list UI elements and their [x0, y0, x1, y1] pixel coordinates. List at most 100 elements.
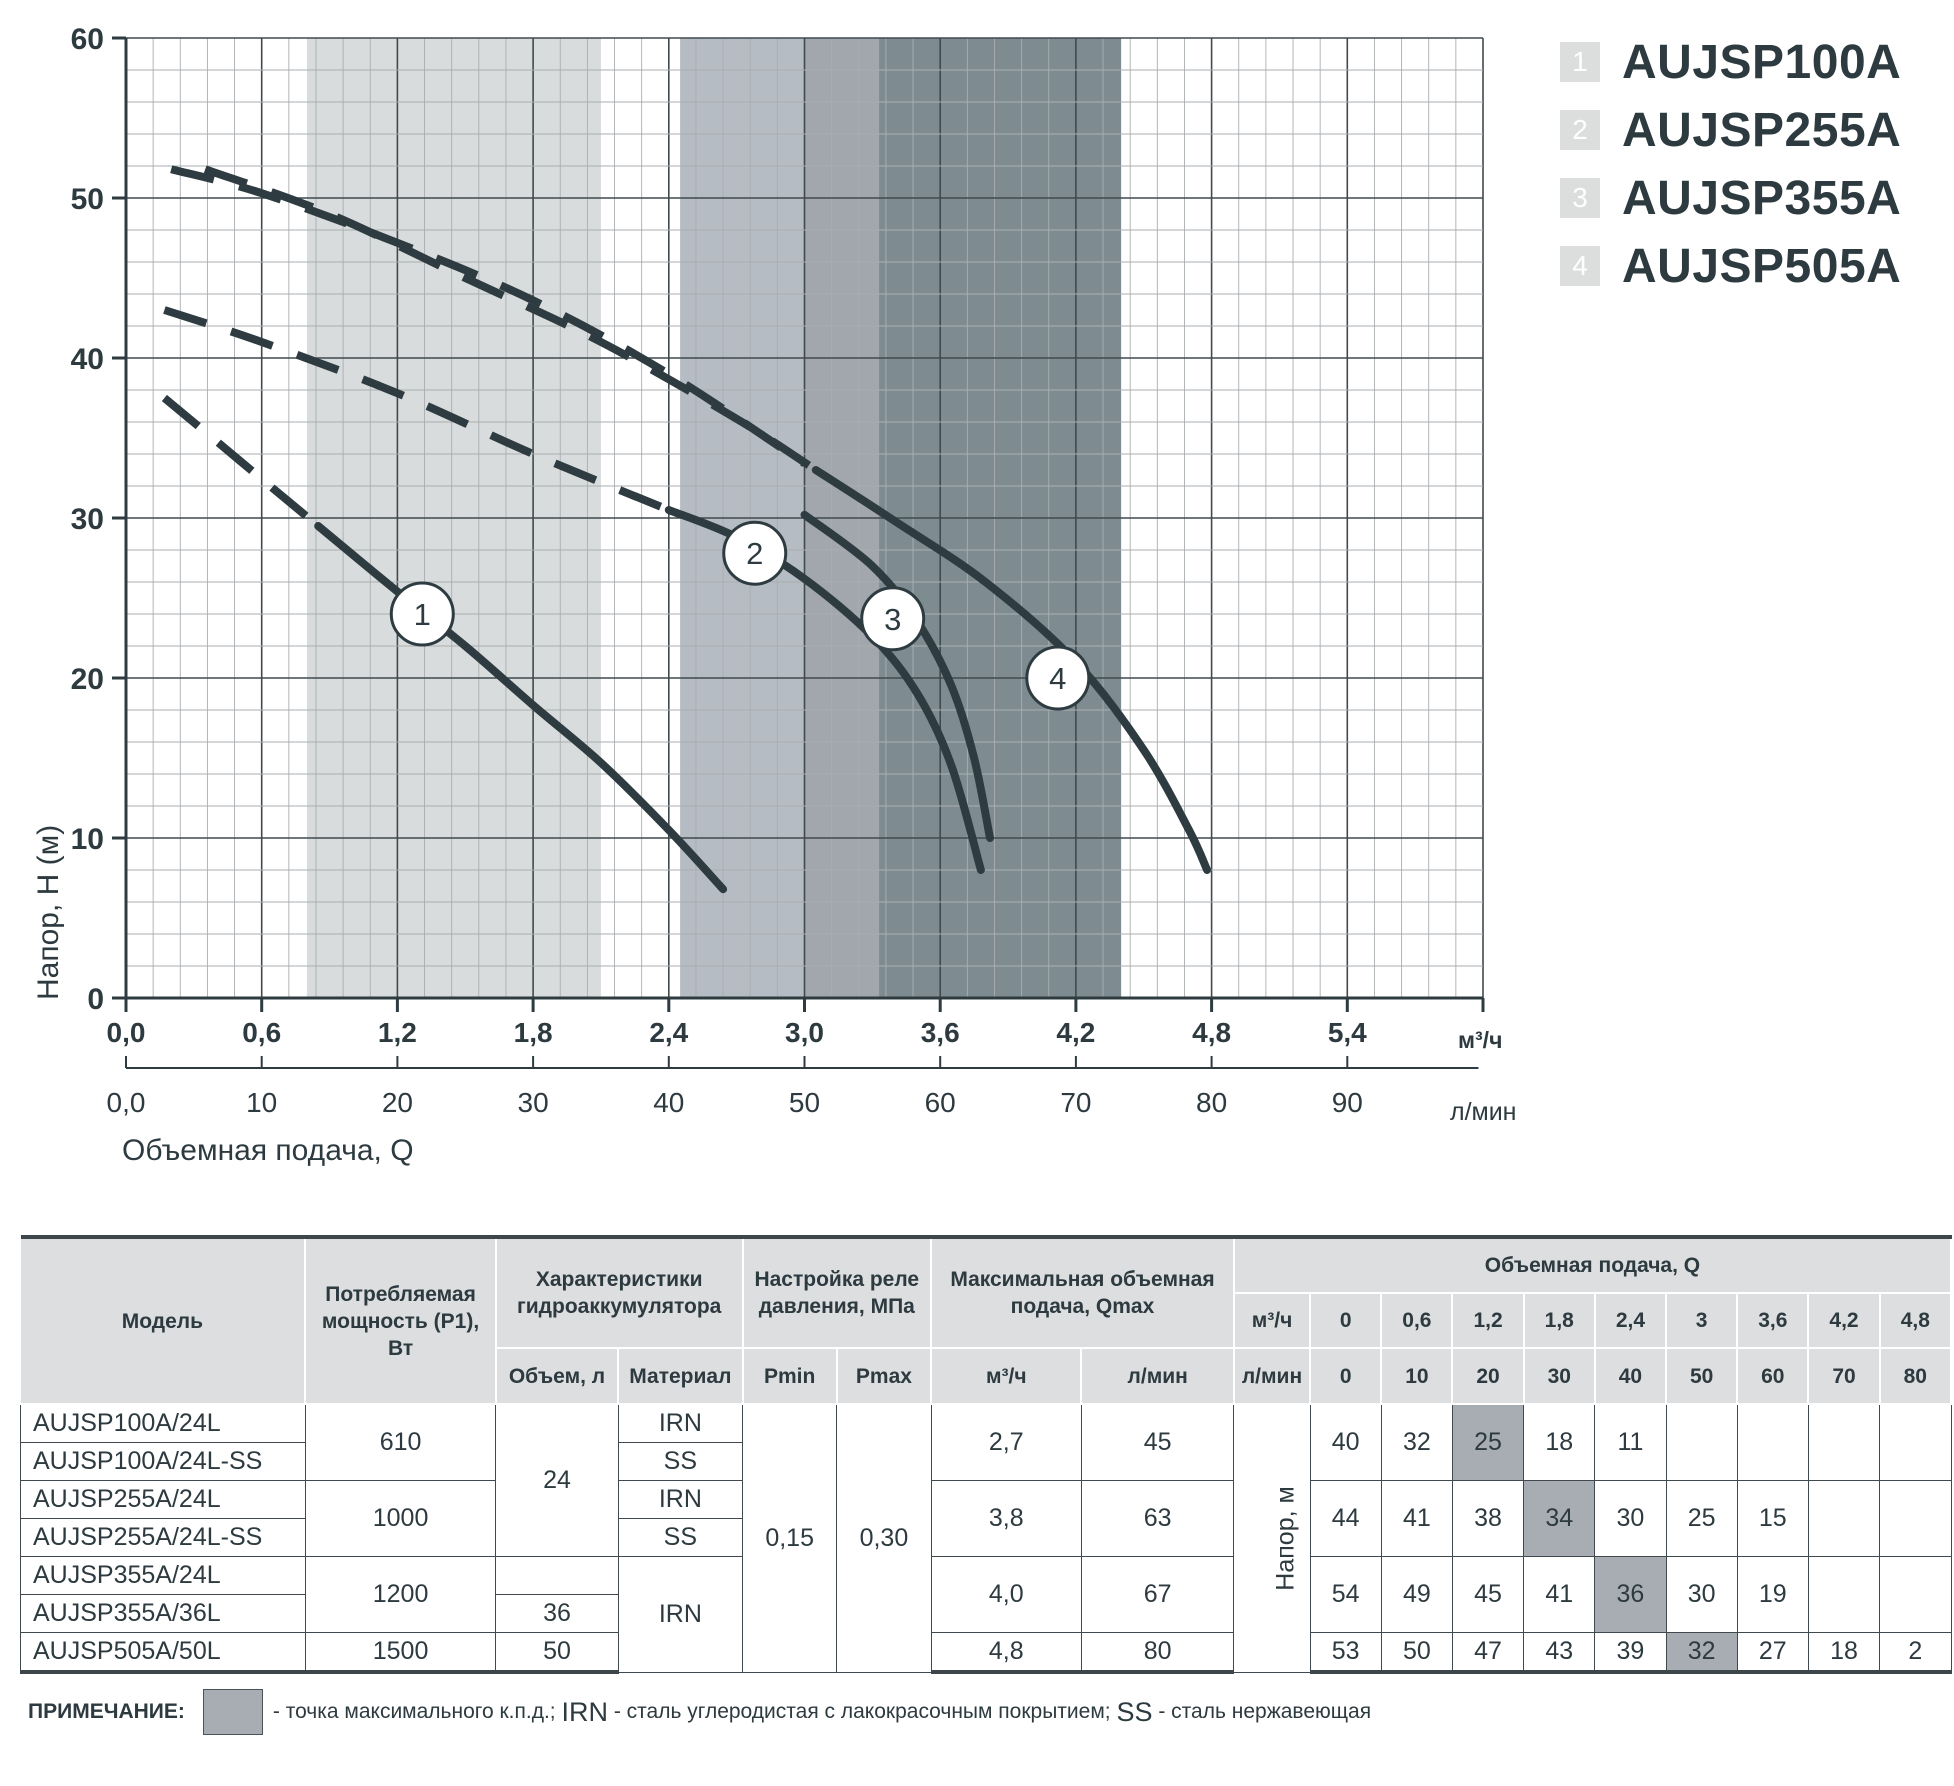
- max-efficiency-swatch: [202, 1689, 263, 1735]
- header-flow-m3: 1,8: [1523, 1293, 1596, 1349]
- x2-tick-label: 70: [1060, 1087, 1091, 1118]
- curve-marker-4: [1025, 645, 1091, 711]
- header-qmax-m3: м³/ч: [931, 1348, 1083, 1405]
- head-cell: 39: [1594, 1632, 1667, 1674]
- legend-item: 4 AUJSP505A: [1560, 232, 1950, 300]
- head-cell-max-efficiency: 36: [1594, 1556, 1667, 1633]
- head-cell: [1807, 1480, 1881, 1557]
- head-cell: [1807, 1556, 1881, 1633]
- note-irn: IRN: [561, 1696, 608, 1727]
- axis-ticks: 0 10 20 30 40 50 60 0,0 0,6 1,2 1,8 2,4 3,0 3,6 4,2 4,8…: [71, 23, 1485, 1118]
- header-flow-m3: 4,8: [1879, 1293, 1953, 1349]
- legend-model: AUJSP505A: [1622, 239, 1902, 293]
- x-tick-label: 5,4: [1328, 1017, 1367, 1048]
- head-cell: 18: [1523, 1403, 1596, 1481]
- curve-marker-label-2: 2: [746, 536, 763, 571]
- header-pmin: Pmin: [742, 1348, 838, 1405]
- header-relay: Настройка реле давления, МПа: [742, 1235, 933, 1349]
- qmax-lmin-cell: 45: [1080, 1403, 1235, 1481]
- header-flow-m3: 1,2: [1452, 1293, 1525, 1349]
- legend-item: 1 AUJSP100A: [1560, 28, 1950, 96]
- header-flow-m3: 3,6: [1737, 1293, 1810, 1349]
- qmax-m3-cell: 4,0: [930, 1556, 1082, 1633]
- head-cell: 49: [1380, 1556, 1453, 1633]
- x2-tick-label: 0,0: [107, 1087, 146, 1118]
- table-row: AUJSP255A/24L 1000 IRN 3,8 63 44 41 38 3…: [20, 1480, 1952, 1557]
- model-cell: AUJSP355A/36L: [20, 1594, 306, 1633]
- x2-tick-label: 30: [518, 1087, 549, 1118]
- x-axis-unit: м³/ч: [1458, 1027, 1502, 1053]
- qmax-lmin-cell: 80: [1080, 1632, 1235, 1674]
- head-cell: 30: [1665, 1556, 1738, 1633]
- head-cell: 53: [1309, 1632, 1382, 1674]
- curve-marker-2: [722, 520, 788, 586]
- table-note: ПРИМЕЧАНИЕ: - точка максимального к.п.д.…: [28, 1689, 1371, 1735]
- specs-table: Модель Потребляемая мощность (Р1), Вт Ха…: [20, 1235, 1953, 1674]
- header-model: Модель: [20, 1235, 307, 1405]
- head-cell-max-efficiency: 25: [1451, 1403, 1525, 1481]
- head-cell: 38: [1451, 1480, 1525, 1557]
- head-cell: [1879, 1480, 1952, 1557]
- x2-tick-label: 60: [925, 1087, 956, 1118]
- header-tank: Характеристики гидроаккумулятора: [495, 1235, 744, 1349]
- head-cell: [1736, 1403, 1809, 1481]
- legend-number: 3: [1560, 178, 1600, 218]
- volume-cell-empty: [495, 1556, 619, 1595]
- qmax-m3-cell: 4,8: [930, 1632, 1082, 1674]
- legend-number: 1: [1560, 42, 1600, 82]
- head-cell: 41: [1380, 1480, 1453, 1557]
- header-flow-lmin: 30: [1523, 1348, 1596, 1405]
- header-flow-m3: 0,6: [1381, 1293, 1454, 1349]
- header-qmax: Максимальная объемная подача, Qmax: [931, 1235, 1235, 1349]
- header-flow-lmin: 70: [1808, 1348, 1881, 1405]
- header-power: Потребляемая мощность (Р1), Вт: [305, 1235, 497, 1405]
- legend-model: AUJSP255A: [1622, 103, 1902, 157]
- curve-marker-3: [860, 586, 926, 652]
- legend-number: 4: [1560, 246, 1600, 286]
- note-label: ПРИМЕЧАНИЕ:: [28, 1700, 185, 1723]
- header-flow-lmin: 50: [1666, 1348, 1739, 1405]
- y-tick-label: 30: [71, 503, 104, 536]
- head-cell: [1879, 1403, 1952, 1481]
- header-flow-m3: 0: [1310, 1293, 1383, 1349]
- y-axis-label: Напор, Н (м): [32, 825, 65, 1000]
- table-row: AUJSP505A/50L 1500 50 4,8 80 53 50 47 43…: [20, 1632, 1952, 1674]
- model-cell: AUJSP255A/24L-SS: [20, 1518, 306, 1557]
- y-tick-label: 20: [71, 663, 104, 696]
- x-tick-label: 1,8: [514, 1017, 553, 1048]
- power-cell: 1000: [304, 1480, 497, 1557]
- x-tick-label: 2,4: [649, 1017, 688, 1048]
- curve-2-dashed: [163, 306, 671, 514]
- y-tick-label: 40: [71, 343, 104, 376]
- header-flow-m3-label: м³/ч: [1233, 1293, 1312, 1349]
- head-cell: 47: [1451, 1632, 1525, 1674]
- header-flow-lmin: 0: [1310, 1348, 1383, 1405]
- qmax-lmin-cell: 67: [1080, 1556, 1235, 1633]
- x2-tick-label: 10: [246, 1087, 277, 1118]
- power-cell: 1200: [304, 1556, 497, 1633]
- qmax-m3-cell: 2,7: [930, 1403, 1082, 1481]
- header-flow-lmin-label: л/мин: [1233, 1348, 1312, 1405]
- note-ss: SS: [1116, 1696, 1153, 1727]
- head-cell: 18: [1807, 1632, 1881, 1674]
- pump-curve-chart: 1 2 3 4 0 10 20 30 40 50 60 0,0 0,6 1,2 1,8 2,4 3,0 3,6 4…: [32, 23, 1517, 1167]
- header-qmax-lmin: л/мин: [1081, 1348, 1235, 1405]
- curve-markers: 1 2 3 4: [389, 520, 1091, 711]
- head-cell: [1879, 1556, 1952, 1633]
- x-tick-label: 0,0: [107, 1017, 146, 1048]
- y-tick-label: 60: [71, 23, 104, 56]
- header-flow-m3: 3: [1666, 1293, 1739, 1349]
- head-cell: [1807, 1403, 1881, 1481]
- head-cell: 25: [1665, 1480, 1738, 1557]
- material-cell: IRN: [617, 1556, 744, 1673]
- curve-marker-label-1: 1: [414, 597, 431, 632]
- header-flow-lmin: 20: [1452, 1348, 1525, 1405]
- material-cell: IRN: [617, 1480, 744, 1519]
- x-tick-label: 0,6: [242, 1017, 281, 1048]
- x-axis-label: Объемная подача, Q: [122, 1134, 414, 1167]
- x2-axis-unit: л/мин: [1450, 1098, 1517, 1126]
- curve-marker-label-4: 4: [1049, 661, 1066, 696]
- y-tick-label: 0: [87, 983, 104, 1016]
- model-cell: AUJSP355A/24L: [20, 1556, 306, 1595]
- x2-tick-label: 40: [653, 1087, 684, 1118]
